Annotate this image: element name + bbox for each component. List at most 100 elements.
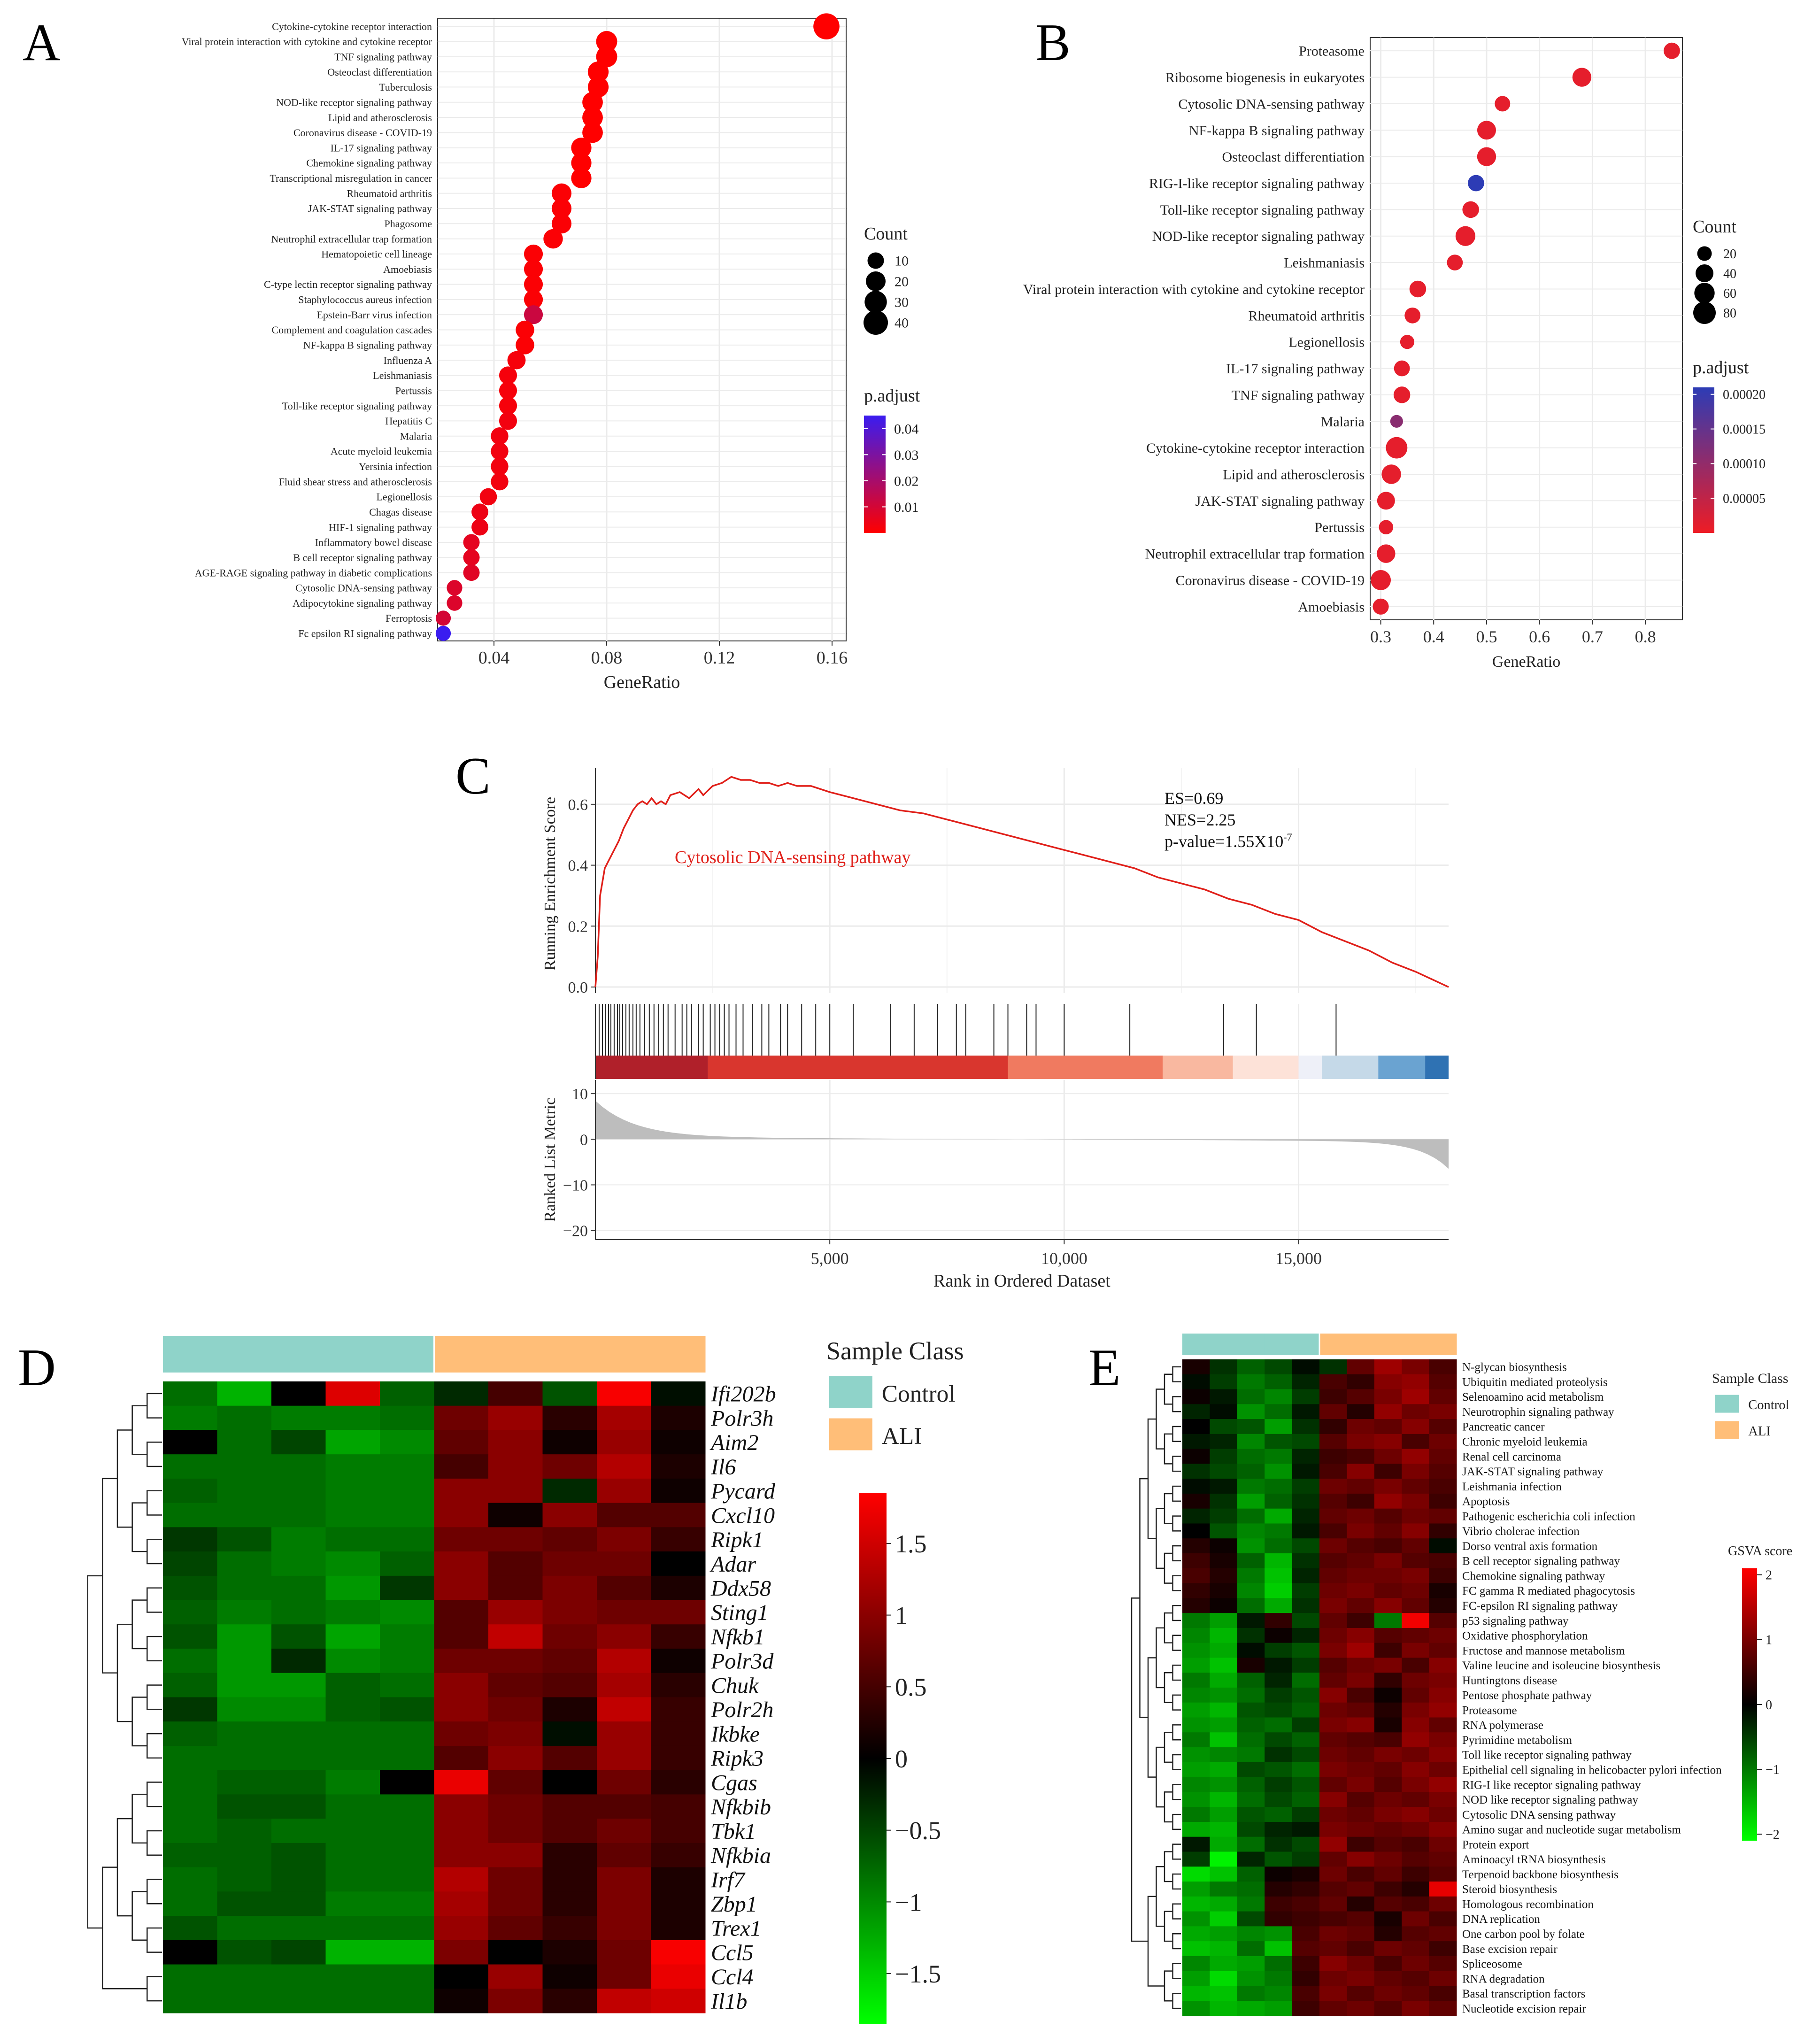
y-tick-label: −20 <box>563 1223 588 1240</box>
heatmap-cell <box>217 1649 272 1674</box>
data-point <box>1386 437 1408 459</box>
rank-heat-band <box>1378 1056 1426 1079</box>
heatmap-cell <box>217 1430 272 1455</box>
y-tick-label: Ferroptosis <box>386 612 432 624</box>
heatmap-cell <box>1347 1419 1375 1434</box>
heatmap-cell <box>651 1478 706 1504</box>
y-tick-label: −10 <box>563 1177 588 1194</box>
heatmap-cell <box>488 1989 543 2013</box>
row-label: RNA polymerase <box>1462 1719 1543 1732</box>
row-label: Pancreatic cancer <box>1462 1421 1545 1434</box>
y-tick-label: NOD-like receptor signaling pathway <box>276 96 432 108</box>
heatmap-cell <box>1210 1896 1238 1912</box>
heatmap-cell <box>1292 1583 1320 1598</box>
heatmap-cell <box>380 1649 434 1674</box>
heatmap-cell <box>271 1891 326 1916</box>
y-tick-label: Viral protein interaction with cytokine … <box>182 36 432 47</box>
colorbar-tick-label: −2 <box>1766 1828 1780 1842</box>
data-point <box>516 320 534 339</box>
sample-class-cell <box>434 1336 489 1373</box>
heatmap-cell <box>1210 1508 1238 1524</box>
x-tick-label: 0.08 <box>591 648 623 668</box>
heatmap-cell <box>271 1503 326 1527</box>
row-label: Protein export <box>1462 1838 1529 1851</box>
heatmap-cell <box>597 1527 651 1552</box>
row-label: Oxidative phosphorylation <box>1462 1630 1588 1643</box>
heatmap-cell <box>651 1891 706 1916</box>
heatmap-cell <box>488 1381 543 1406</box>
data-point <box>1381 464 1401 484</box>
heatmap-cell <box>651 1405 706 1430</box>
heatmap-cell <box>1319 1627 1347 1643</box>
heatmap-cell <box>1347 1449 1375 1464</box>
heatmap-cell <box>1182 1538 1210 1554</box>
heatmap-cell <box>542 1575 597 1601</box>
y-axis-title: Running Enrichment Score <box>541 797 559 971</box>
heatmap-cell <box>217 1819 272 1843</box>
sample-class-legend-swatch <box>1715 1395 1739 1413</box>
heatmap-cell <box>325 1624 380 1649</box>
dendrogram-branch <box>1172 1485 1181 1502</box>
heatmap-cell <box>380 1721 434 1746</box>
heatmap-cell <box>1429 1807 1457 1822</box>
heatmap-cell <box>1265 1792 1293 1807</box>
y-tick-label: 0.2 <box>568 918 588 935</box>
dendrogram-branch <box>1156 1866 1164 1927</box>
dendrogram-branch <box>1172 1903 1181 1920</box>
heatmap-cell <box>542 1964 597 1989</box>
heatmap-cell <box>1429 1882 1457 1897</box>
heatmap-cell <box>1402 1702 1430 1718</box>
heatmap-cell <box>1429 1866 1457 1882</box>
heatmap-cell <box>1319 1673 1347 1688</box>
dendrogram-branch <box>147 1490 162 1516</box>
row-label: JAK-STAT signaling pathway <box>1462 1465 1604 1478</box>
heatmap-cell <box>1319 1613 1347 1628</box>
heatmap-cell <box>163 1624 217 1649</box>
data-point <box>1377 492 1395 510</box>
heatmap-cell <box>380 1673 434 1697</box>
heatmap-cell <box>325 1649 380 1674</box>
heatmap-cell <box>380 1770 434 1795</box>
heatmap-cell <box>1182 1882 1210 1897</box>
heatmap-cell <box>1265 1971 1293 1986</box>
row-label: One carbon pool by folate <box>1462 1928 1585 1941</box>
heatmap-cell <box>1292 1896 1320 1912</box>
heatmap-cell <box>434 1527 489 1552</box>
heatmap-cell <box>163 1673 217 1697</box>
heatmap-cell <box>1374 1866 1402 1882</box>
heatmap-cell <box>271 1916 326 1941</box>
heatmap-cell <box>488 1575 543 1601</box>
heatmap-cell <box>1237 1896 1265 1912</box>
heatmap-cell <box>1265 1896 1293 1912</box>
color-legend-title: p.adjust <box>864 386 920 406</box>
heatmap-cell <box>1347 1882 1375 1897</box>
heatmap-cell <box>1402 1508 1430 1524</box>
y-tick-label: Lipid and atherosclerosis <box>328 112 432 123</box>
heatmap-cell <box>1237 1508 1265 1524</box>
dendrogram-branch <box>116 1624 132 1722</box>
heatmap-cell <box>1374 1762 1402 1778</box>
heatmap-cell <box>1237 1717 1265 1733</box>
heatmap-cell <box>1374 1658 1402 1673</box>
data-point <box>463 534 480 551</box>
y-tick-label: Coronavirus disease - COVID-19 <box>293 127 432 139</box>
heatmap-cell <box>163 1405 217 1430</box>
heatmap-cell <box>1210 1762 1238 1778</box>
heatmap-cell <box>651 1721 706 1746</box>
heatmap-cell <box>1265 1434 1293 1450</box>
heatmap-cell <box>434 1430 489 1455</box>
heatmap-cell <box>1265 1658 1293 1673</box>
heatmap-cell <box>1210 1926 1238 1942</box>
heatmap-cell <box>1402 1807 1430 1822</box>
heatmap-cell <box>1237 1643 1265 1658</box>
heatmap-cell <box>1292 1374 1320 1390</box>
heatmap-cell <box>651 1527 706 1552</box>
heatmap-cell <box>163 1575 217 1601</box>
row-label: Aminoacyl tRNA biosynthesis <box>1462 1853 1606 1866</box>
heatmap-cell <box>1347 1613 1375 1628</box>
heatmap-cell <box>1402 1911 1430 1927</box>
row-label: Base excision repair <box>1462 1943 1558 1956</box>
heatmap-cell <box>1319 1688 1347 1703</box>
heatmap-cell <box>1402 1643 1430 1658</box>
sample-class-cell <box>380 1336 434 1373</box>
